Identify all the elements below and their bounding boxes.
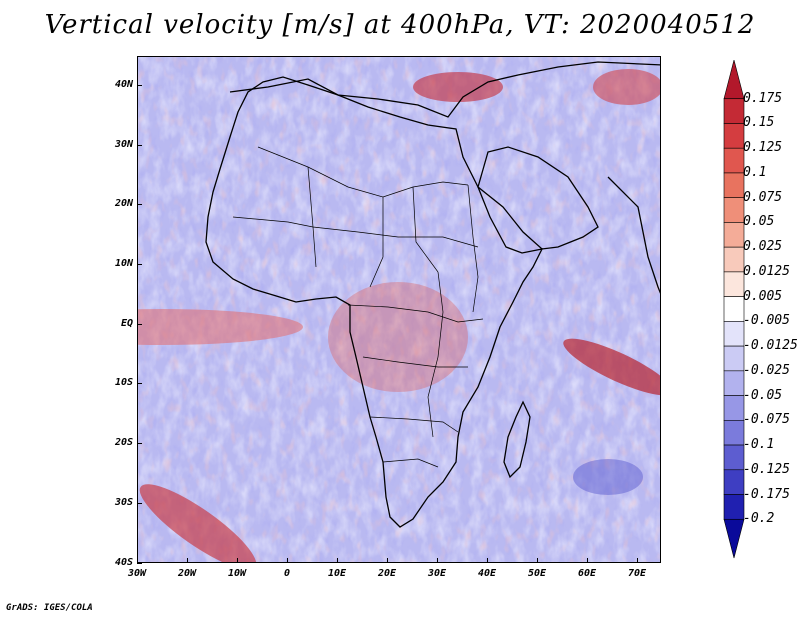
- colorbar-label: 0.125: [743, 140, 783, 156]
- colorbar-swatch: [723, 444, 745, 471]
- lat-tick: [137, 503, 142, 504]
- colorbar-label: 0.05: [743, 214, 775, 230]
- colorbar-swatch: [723, 321, 745, 347]
- south-atlantic-ascent: [139, 484, 257, 562]
- colorbar-label: -0.025: [743, 362, 790, 378]
- colorbar-swatch: [723, 370, 745, 396]
- colorbar-label: 0.0125: [743, 263, 790, 279]
- colorbar-label: -0.1: [743, 437, 775, 453]
- lat-tick: [137, 264, 142, 265]
- colorbar-swatch: [723, 123, 745, 149]
- lat-tick: [137, 145, 142, 146]
- colorbar-label: 0.175: [743, 90, 783, 106]
- colorbar-label: 0.1: [743, 164, 767, 180]
- lon-label: 30W: [127, 568, 147, 579]
- colorbar: [723, 60, 745, 559]
- lon-label: 0: [283, 568, 291, 579]
- lat-label: 30N: [114, 139, 133, 150]
- colorbar-swatch: [723, 469, 745, 495]
- lat-label: 40N: [114, 79, 133, 90]
- atlantic-itcz-ascent: [138, 309, 303, 345]
- map-panel: [137, 56, 661, 563]
- colorbar-label: -0.075: [743, 412, 790, 428]
- colorbar-swatch: [723, 420, 745, 446]
- lon-tick: [637, 558, 638, 563]
- indian-ocean-ascent-band: [563, 338, 660, 396]
- lat-tick: [137, 204, 142, 205]
- lon-label: 60E: [577, 568, 597, 579]
- country-borders: [232, 146, 484, 468]
- colorbar-swatch: [723, 197, 745, 223]
- lon-label: 20W: [177, 568, 197, 579]
- iran-ascent: [593, 69, 660, 105]
- lat-label: 10S: [114, 377, 133, 388]
- field-texture-ascent: [138, 57, 660, 562]
- lat-label: 20S: [114, 437, 133, 448]
- lon-label: 30E: [427, 568, 447, 579]
- lon-label: 70E: [627, 568, 647, 579]
- lon-tick: [587, 558, 588, 563]
- lat-label: EQ: [120, 318, 133, 329]
- lat-tick: [137, 324, 142, 325]
- colorbar-label: -0.175: [743, 486, 790, 502]
- colorbar-swatch: [723, 345, 745, 372]
- colorbar-label: -0.005: [743, 313, 790, 329]
- plot-title: Vertical velocity [m/s] at 400hPa, VT: 2…: [44, 10, 756, 40]
- colorbar-top-triangle: [723, 60, 745, 100]
- lon-tick: [487, 558, 488, 563]
- lat-tick: [137, 443, 142, 444]
- colorbar-swatch: [723, 172, 745, 198]
- colorbar-label: 0.025: [743, 239, 783, 255]
- lon-label: 50E: [527, 568, 547, 579]
- lat-label: 10N: [114, 258, 133, 269]
- middle-east-ascent: [413, 72, 503, 102]
- lat-label: 20N: [114, 198, 133, 209]
- africa-coastline: [205, 76, 544, 528]
- lon-tick: [337, 558, 338, 563]
- lon-tick: [387, 558, 388, 563]
- lon-tick: [187, 558, 188, 563]
- lat-label: 30S: [114, 497, 133, 508]
- colorbar-label: 0.075: [743, 189, 783, 205]
- colorbar-label: -0.125: [743, 461, 790, 477]
- colorbar-label: -0.0125: [743, 338, 798, 354]
- colorbar-label: 0.15: [743, 115, 775, 131]
- lat-label: 40S: [114, 557, 133, 568]
- lon-label: 40E: [477, 568, 497, 579]
- lat-tick: [137, 85, 142, 86]
- colorbar-swatch: [723, 296, 745, 322]
- colorbar-bottom-triangle: [723, 518, 745, 559]
- colorbar-swatch: [723, 271, 745, 297]
- madagascar-coastline: [503, 400, 531, 479]
- lon-tick: [287, 558, 288, 563]
- coastlines: [205, 61, 660, 528]
- mediterranean-coast: [229, 61, 660, 118]
- congo-basin-convection: [328, 282, 468, 392]
- colorbar-swatch: [723, 147, 745, 174]
- vertical-velocity-field: [138, 57, 660, 562]
- lon-label: 20E: [377, 568, 397, 579]
- colorbar-label: -0.05: [743, 387, 783, 403]
- colorbar-swatch: [723, 494, 745, 520]
- colorbar-swatch: [723, 246, 745, 273]
- arabia-coastline: [477, 146, 599, 250]
- madagascar-east-descent: [573, 459, 643, 495]
- lon-tick: [237, 558, 238, 563]
- lat-tick: [137, 383, 142, 384]
- lon-label: 10W: [227, 568, 247, 579]
- india-coast: [607, 176, 660, 294]
- lon-label: 10E: [327, 568, 347, 579]
- colorbar-label: 0.005: [743, 288, 783, 304]
- lon-tick: [437, 558, 438, 563]
- colorbar-swatch: [723, 98, 745, 124]
- lat-tick: [137, 563, 142, 564]
- colorbar-swatch: [723, 395, 745, 421]
- lon-tick: [537, 558, 538, 563]
- colorbar-label: -0.2: [743, 511, 775, 527]
- colorbar-swatch: [723, 222, 745, 248]
- footer-credit: GrADS: IGES/COLA: [6, 603, 93, 613]
- lon-tick: [137, 558, 138, 563]
